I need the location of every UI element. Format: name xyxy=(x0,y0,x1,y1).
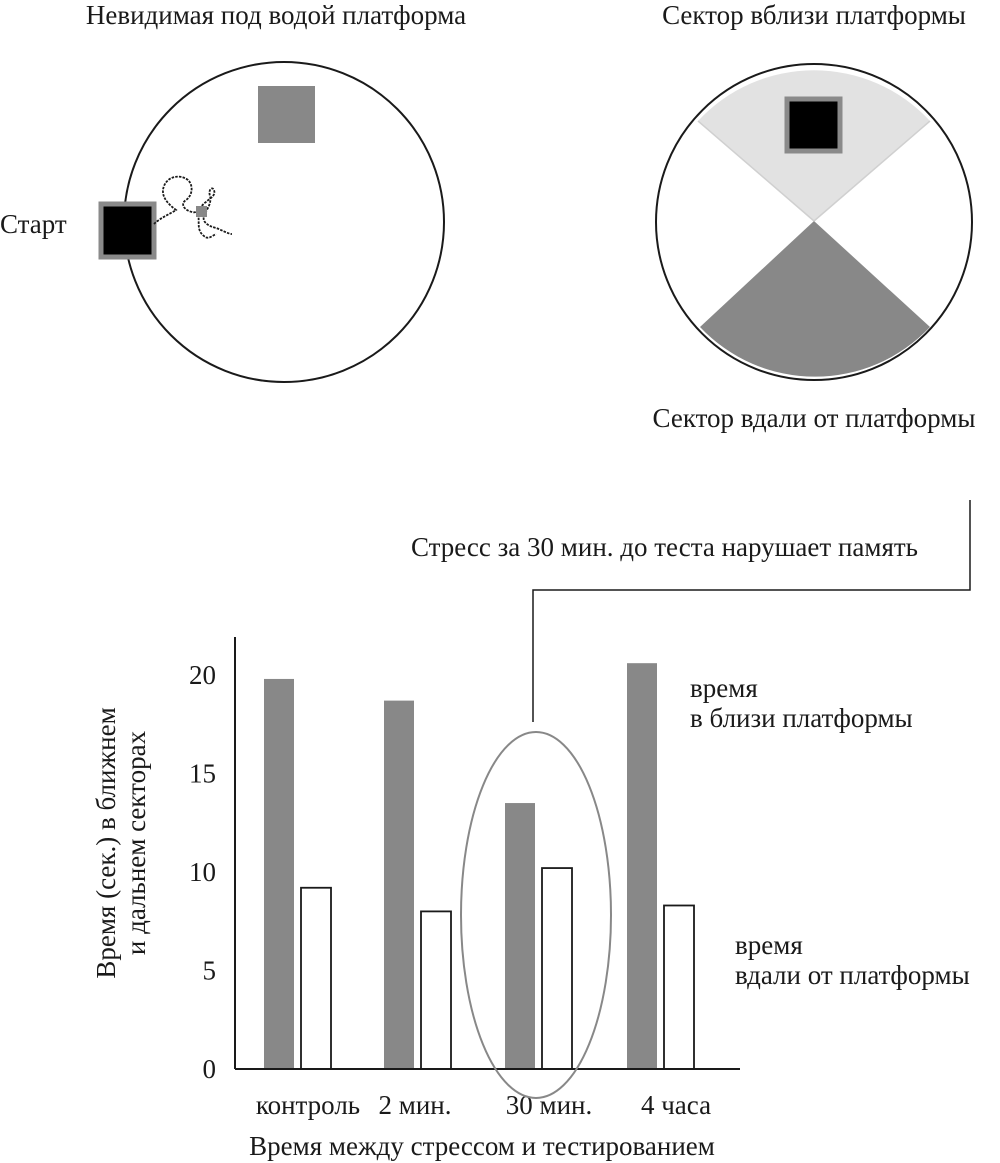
legend-label: в близи платформы xyxy=(690,703,913,733)
bar-near xyxy=(384,700,414,1069)
bar-near xyxy=(505,803,535,1069)
y-tick-label: 10 xyxy=(189,857,216,887)
y-axis-ticks: 0 5 10 15 20 xyxy=(189,660,216,1084)
legend-label: время xyxy=(690,673,758,703)
start-label: Старт xyxy=(0,209,67,239)
sector-diagram: Сектор вблизи платформы Сектор вдали от … xyxy=(653,0,976,433)
callout-text: Стресс за 30 мин. до теста нарушает памя… xyxy=(411,532,918,562)
sector-divider xyxy=(697,120,815,222)
platform-marker xyxy=(784,96,843,154)
water-maze-diagram: Невидимая под водой платформа Старт xyxy=(0,0,466,383)
sector-divider xyxy=(813,120,931,222)
start-marker xyxy=(98,201,157,260)
bar-chart: Время (сек.) в ближнем и дальнем секторах… xyxy=(91,637,970,1161)
legend-label: время xyxy=(735,930,803,960)
bar-far xyxy=(541,867,573,1070)
highlight-ellipse xyxy=(460,731,612,1099)
bars xyxy=(264,663,695,1070)
sector-title: Сектор вблизи платформы xyxy=(662,0,966,30)
x-axis-title: Время между стрессом и тестированием xyxy=(249,1131,715,1161)
hidden-platform xyxy=(258,86,315,143)
legend-label: вдали от платформы xyxy=(735,960,970,990)
y-axis-title-line: Время (сек.) в ближнем xyxy=(91,707,121,978)
y-tick-label: 15 xyxy=(189,759,216,789)
bar-near xyxy=(627,663,657,1069)
y-axis-title-line: и дальнем секторах xyxy=(121,730,151,955)
swim-path-platform-visit xyxy=(196,206,207,217)
x-tick-label: контроль xyxy=(256,1090,360,1120)
far-sector xyxy=(700,221,930,377)
callout-connector xyxy=(532,500,971,722)
bar-far xyxy=(663,904,695,1070)
bar-far xyxy=(420,910,452,1070)
callout: Стресс за 30 мин. до теста нарушает памя… xyxy=(411,500,971,722)
bar-far xyxy=(300,886,332,1070)
x-tick-label: 4 часа xyxy=(641,1090,711,1120)
y-tick-label: 0 xyxy=(203,1054,217,1084)
y-tick-label: 20 xyxy=(189,660,216,690)
maze-title: Невидимая под водой платформа xyxy=(86,0,466,30)
x-axis-ticks: контроль 2 мин. 30 мин. 4 часа xyxy=(256,1090,711,1120)
bar-near xyxy=(264,678,294,1069)
x-tick-label: 2 мин. xyxy=(379,1090,452,1120)
y-axis-title: Время (сек.) в ближнем и дальнем секторах xyxy=(91,707,151,978)
far-sector-label: Сектор вдали от платформы xyxy=(653,403,976,433)
pool-circle xyxy=(655,63,973,381)
y-tick-label: 5 xyxy=(203,956,217,986)
